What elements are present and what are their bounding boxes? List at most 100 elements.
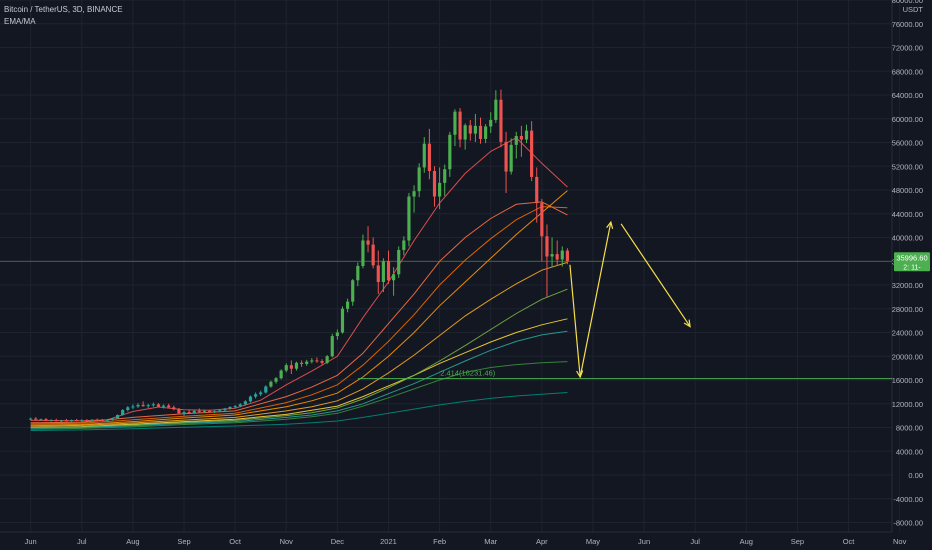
candle-body [126, 407, 130, 410]
candle-body [545, 236, 549, 257]
ma-line [30, 288, 568, 428]
y-tick-label: 20000.00 [892, 352, 923, 361]
candle-body [402, 240, 406, 250]
candle-body [509, 144, 513, 172]
candle-body [412, 191, 416, 197]
candle-body [121, 409, 125, 416]
candle-body [432, 171, 437, 197]
ma-line [30, 261, 568, 427]
candle-body [54, 420, 58, 422]
candle-body [90, 419, 94, 421]
candle-body [294, 362, 299, 369]
candle-body [427, 143, 431, 171]
candle-body [320, 361, 324, 363]
indicator-label[interactable]: EMA/MA [4, 17, 36, 26]
candle-body [85, 420, 89, 422]
y-tick-label: 24000.00 [892, 329, 923, 338]
candle-body [351, 280, 355, 302]
candle-body [484, 126, 488, 139]
y-tick-label: -4000.00 [893, 495, 923, 504]
projection-segment [579, 221, 612, 378]
x-tick-label: Nov [893, 537, 907, 546]
candle-body [478, 125, 483, 139]
ma-line [30, 392, 568, 431]
candle-body [284, 365, 288, 371]
x-tick-label: Jun [25, 537, 37, 546]
candle-body [151, 404, 155, 406]
candle-body [504, 141, 508, 172]
candle-body [530, 130, 534, 177]
projection-segment [620, 223, 691, 327]
candle-body [325, 356, 329, 363]
candle-body [259, 392, 263, 395]
candle-body [172, 407, 176, 410]
candle-body [392, 274, 396, 281]
candle-body [397, 249, 401, 275]
candle-body [371, 244, 375, 266]
x-tick-label: Mar [484, 537, 497, 546]
x-tick-label: Apr [536, 537, 548, 546]
candle-body [453, 111, 457, 135]
y-tick-label: 76000.00 [892, 20, 923, 29]
y-tick-label: 40000.00 [892, 234, 923, 243]
candle-body [182, 412, 186, 414]
candle-body [514, 135, 518, 145]
y-axis-unit: USDT [903, 5, 924, 14]
candle-body [519, 135, 523, 140]
y-tick-label: 72000.00 [892, 44, 923, 53]
horizontal-lines: 2.414(16231.46) [0, 260, 892, 380]
ma-line [30, 201, 568, 424]
y-tick-label: 8000.00 [896, 424, 923, 433]
ma-line [30, 137, 568, 422]
candle-body [177, 409, 181, 414]
candle-body [340, 308, 345, 333]
symbol-title[interactable]: Bitcoin / TetherUS, 3D, BINANCE [4, 5, 123, 14]
ma-line [30, 361, 568, 430]
y-tick-label: 32000.00 [892, 281, 923, 290]
candle-body [346, 301, 350, 309]
y-tick-label: 28000.00 [892, 305, 923, 314]
x-tick-label: 2021 [380, 537, 397, 546]
candle-body [499, 99, 503, 142]
y-tick-label: 60000.00 [892, 115, 923, 124]
y-tick-label: 64000.00 [892, 91, 923, 100]
x-tick-label: Sep [177, 537, 190, 546]
candle-body [136, 404, 140, 407]
candle-body [167, 405, 171, 408]
candle-body [105, 419, 109, 421]
candle-body [69, 420, 74, 422]
candle-body [192, 410, 196, 413]
x-tick-label: Sep [791, 537, 804, 546]
ma-line [30, 330, 568, 429]
candle-body [233, 406, 237, 408]
candle-body [560, 250, 564, 260]
candle-body [264, 386, 268, 393]
x-tick-label: May [586, 537, 600, 546]
candle-body [489, 119, 493, 127]
candle-body [356, 266, 360, 281]
moving-averages [30, 137, 568, 431]
candle-body [289, 365, 293, 369]
candle-body [550, 254, 554, 257]
x-tick-label: Jun [638, 537, 650, 546]
candle-body [161, 405, 166, 407]
y-tick-label: 80000.00 [892, 0, 923, 5]
candle-body [29, 418, 33, 420]
y-tick-label: 0.00 [908, 471, 923, 480]
y-tick-label: 4000.00 [896, 447, 923, 456]
candle-body [59, 420, 63, 422]
candle-body [64, 420, 69, 422]
candle-body [565, 250, 569, 262]
candle-body [146, 405, 150, 407]
x-tick-label: Oct [843, 537, 856, 546]
candle-body [473, 125, 477, 134]
candle-body [407, 196, 411, 241]
y-tick-label: 68000.00 [892, 67, 923, 76]
fib-level-label: 2.414(16231.46) [440, 369, 496, 378]
candle-body [422, 143, 426, 168]
candle-body [310, 360, 314, 362]
candle-body [274, 378, 278, 382]
